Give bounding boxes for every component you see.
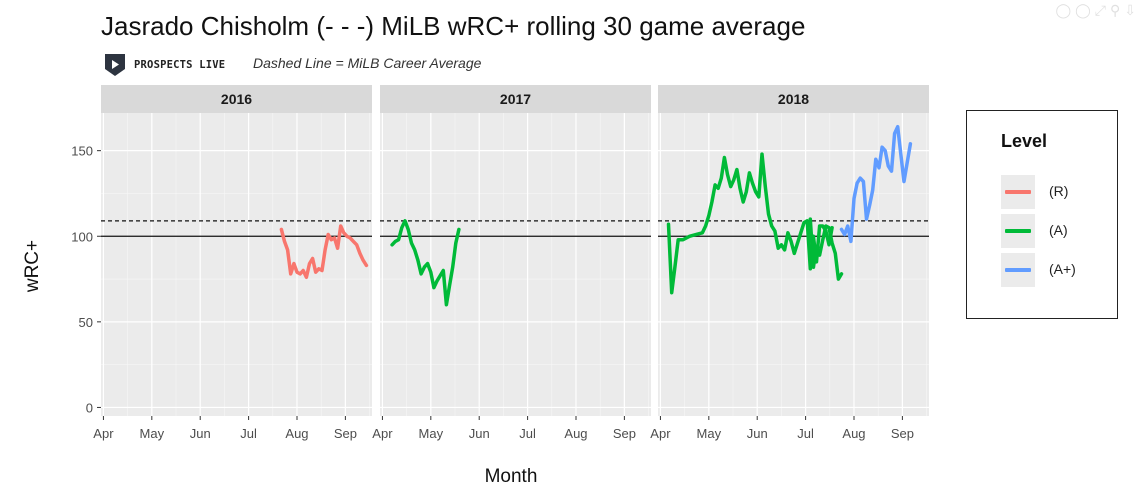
x-tick-label: Aug	[842, 426, 865, 441]
facet-panel-2016: Apr May Jun Jul Aug Sep 2016	[93, 85, 372, 441]
legend-key	[1001, 253, 1035, 287]
y-tick-label: 150	[71, 144, 93, 159]
x-tick-label: May	[697, 426, 722, 441]
legend-label: (A+)	[1049, 261, 1076, 277]
panel-background	[658, 113, 929, 416]
x-tick-label: Aug	[564, 426, 587, 441]
legend-label: (A)	[1049, 222, 1068, 238]
x-tick-label: Jul	[240, 426, 257, 441]
legend-title: Level	[1001, 131, 1048, 151]
facet-strip-label: 2016	[221, 91, 252, 107]
search-icon[interactable]: ⚲	[1110, 2, 1121, 18]
x-tick-label: May	[140, 426, 165, 441]
zoom-icon[interactable]: ◯	[1075, 2, 1091, 18]
x-axis-title: Month	[485, 466, 538, 487]
legend-line-swatch	[1005, 190, 1031, 194]
x-tick-label: Jul	[797, 426, 814, 441]
brand-name: PROSPECTS LIVE	[134, 59, 226, 71]
x-tick-label: Jun	[747, 426, 768, 441]
facet-panel-2017: Apr May Jun Jul Aug Sep 2017	[372, 85, 651, 441]
facet-strip	[101, 85, 372, 113]
x-tick-label: May	[419, 426, 444, 441]
legend-item-a-plus: (A+)	[1001, 253, 1119, 287]
plot-toolbar: ◯ ◯ ⤢ ⚲ ⇩	[1055, 2, 1136, 19]
legend-key	[1001, 175, 1035, 209]
y-tick-label: 100	[71, 229, 93, 244]
legend-label: (R)	[1049, 183, 1069, 199]
x-tick-label: Apr	[93, 426, 114, 441]
facet-strip-label: 2017	[500, 91, 531, 107]
x-tick-label: Apr	[650, 426, 671, 441]
x-tick-label: Sep	[613, 426, 636, 441]
legend-key	[1001, 214, 1035, 248]
legend-line-swatch	[1005, 268, 1031, 272]
legend: Level (R) (A) (A+)	[966, 110, 1118, 319]
x-tick-label: Jun	[469, 426, 490, 441]
y-axis-title: wRC+	[22, 240, 43, 293]
download-icon[interactable]: ⇩	[1124, 2, 1136, 18]
series-line-A	[666, 152, 834, 295]
facet-strip-label: 2018	[778, 91, 809, 107]
x-tick-label: Sep	[334, 426, 357, 441]
chart-title: Jasrado Chisholm (- - -) MiLB wRC+ rolli…	[101, 11, 806, 41]
y-tick-label: 50	[79, 315, 93, 330]
brand-logo: PROSPECTS LIVE	[104, 52, 225, 78]
fullscreen-icon[interactable]: ⤢	[1094, 2, 1106, 18]
y-tick-label: 0	[86, 400, 93, 415]
facet-strip	[380, 85, 651, 113]
x-tick-label: Sep	[891, 426, 914, 441]
legend-item-rookie: (R)	[1001, 175, 1119, 209]
series-line-A	[811, 224, 844, 281]
series-line-A-plus	[839, 124, 913, 244]
chart-subtitle: Dashed Line = MiLB Career Average	[253, 55, 482, 71]
comment-icon[interactable]: ◯	[1055, 2, 1072, 18]
series-line-R	[279, 224, 369, 280]
facet-panel-2018: Apr May Jun Jul Aug Sep 2018	[650, 85, 929, 441]
x-tick-label: Jul	[519, 426, 536, 441]
x-tick-label: Jun	[190, 426, 211, 441]
legend-item-a: (A)	[1001, 214, 1119, 248]
x-tick-label: Apr	[372, 426, 393, 441]
play-shield-icon	[105, 54, 125, 76]
legend-line-swatch	[1005, 229, 1031, 233]
x-tick-label: Aug	[285, 426, 308, 441]
series-line-A	[808, 217, 816, 269]
series-line-A	[390, 219, 461, 307]
facet-strip	[658, 85, 929, 113]
panel-background	[101, 113, 372, 416]
